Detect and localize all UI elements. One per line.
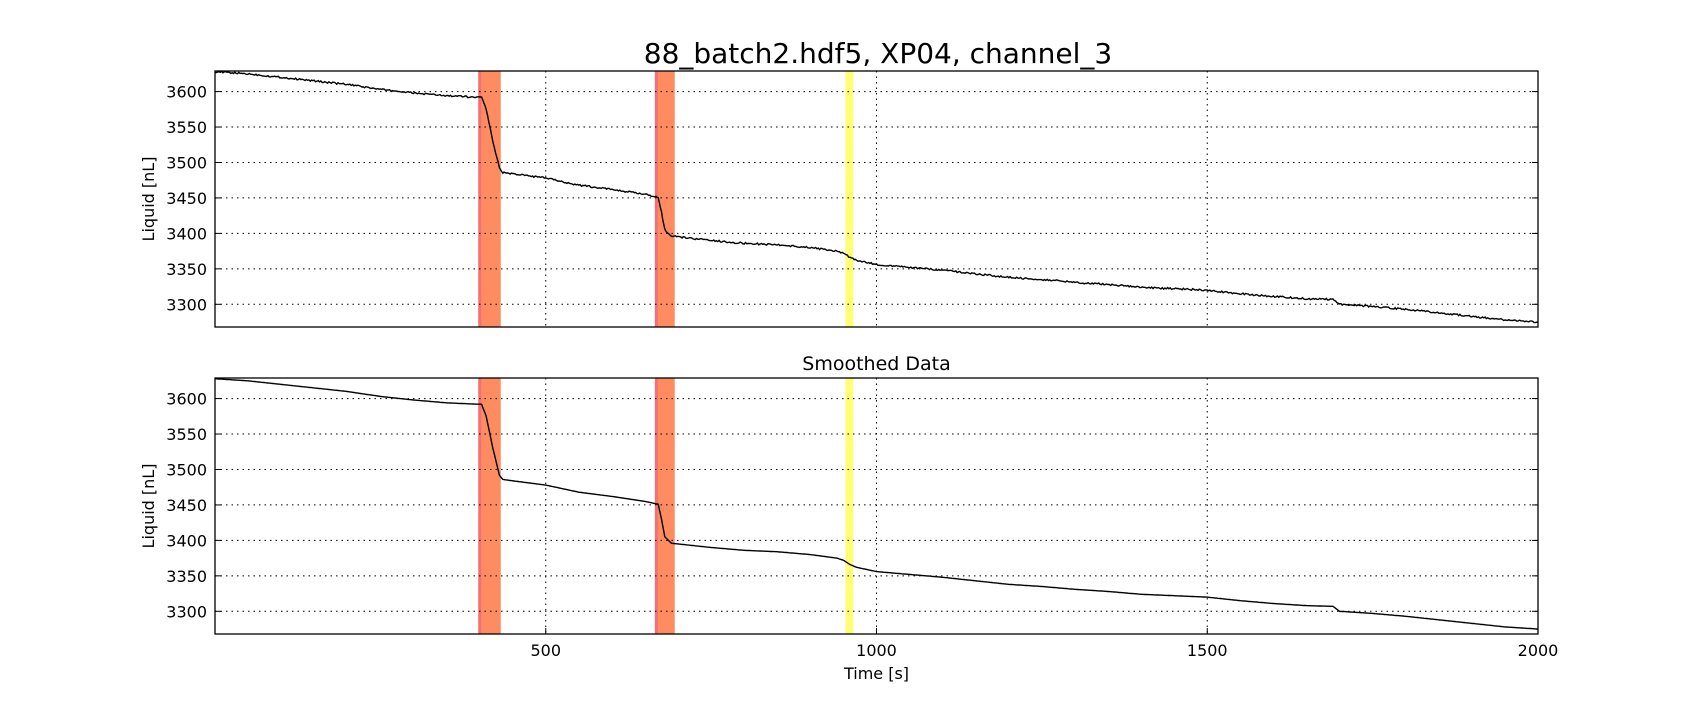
y-tick-label: 3400 (166, 224, 207, 243)
liquid-series-line (214, 70, 1539, 324)
smoothed-data-panel: 3300 3350 3400 3450 3500 3550 3600 500 1000 1500 2… (139, 353, 1558, 683)
highlight-band-1 (478, 378, 501, 634)
highlight-band-edge-2 (654, 378, 658, 634)
highlight-band-1 (478, 71, 501, 327)
raw-data-panel: 3300 3350 3400 3450 3500 3550 3600 Liquid [nL] (139, 70, 1539, 328)
y-tick-label: 3550 (166, 425, 207, 444)
highlight-band-3 (845, 71, 854, 327)
y-tick-label: 3350 (166, 567, 207, 586)
highlight-band-edge-1 (478, 378, 482, 634)
liquid-series-line (214, 378, 1538, 630)
x-tick-label: 2000 (1518, 641, 1559, 660)
y-tick-label: 3300 (166, 602, 207, 621)
highlight-band-3 (845, 378, 854, 634)
y-tick-label: 3600 (166, 83, 207, 102)
x-tick-label: 1500 (1187, 641, 1228, 660)
y-tick-label: 3600 (166, 390, 207, 409)
highlight-band-2 (654, 378, 675, 634)
y-tick-label: 3300 (166, 295, 207, 314)
y-tick-label: 3500 (166, 153, 207, 172)
y-tick-label: 3400 (166, 531, 207, 550)
y-tick-label: 3450 (166, 189, 207, 208)
y-tick-label: 3550 (166, 118, 207, 137)
y-axis-label: Liquid [nL] (139, 464, 158, 549)
subplot-title: Smoothed Data (802, 353, 950, 375)
x-tick-label: 500 (530, 641, 561, 660)
y-tick-label: 3350 (166, 260, 207, 279)
y-tick-label: 3450 (166, 496, 207, 515)
x-tick-label: 1000 (856, 641, 897, 660)
highlight-band-edge-2 (654, 71, 658, 327)
highlight-band-edge-1 (478, 71, 482, 327)
y-axis-label: Liquid [nL] (139, 157, 158, 242)
figure-title: 88_batch2.hdf5, XP04, channel_3 (644, 37, 1113, 70)
highlight-band-2 (654, 71, 675, 327)
axes-frame (214, 70, 1539, 328)
x-axis-label: Time [s] (843, 664, 909, 683)
y-tick-label: 3500 (166, 460, 207, 479)
